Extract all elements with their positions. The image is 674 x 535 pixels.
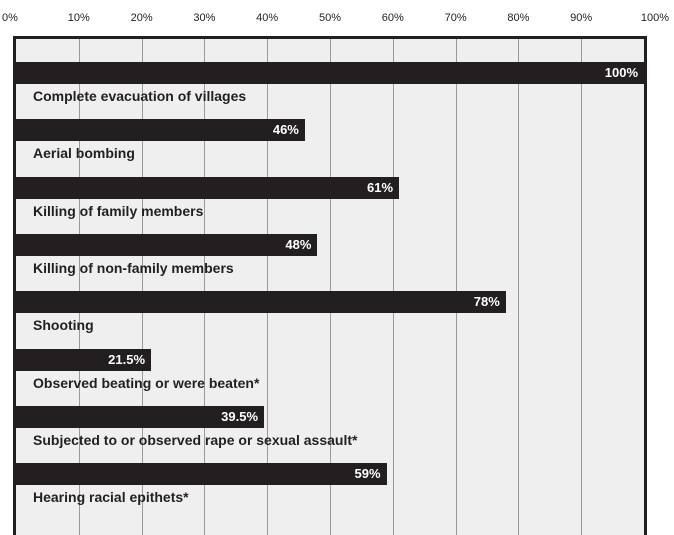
gridline: [581, 39, 583, 535]
x-tick-label: 30%: [193, 12, 216, 24]
category-label: Killing of family members: [33, 202, 204, 219]
x-tick-label: 40%: [256, 12, 279, 24]
bar-value-label: 61%: [367, 179, 394, 195]
bar-value-label: 78%: [473, 294, 500, 310]
bar: 78%: [16, 291, 506, 314]
category-label: Complete evacuation of villages: [33, 88, 247, 104]
x-tick-label: 70%: [444, 12, 467, 24]
category-label: Shooting: [33, 317, 94, 334]
gridline: [78, 39, 80, 535]
gridline: [392, 39, 394, 535]
gridline: [330, 39, 331, 535]
bar-value-label: 46%: [272, 122, 299, 138]
bar-value-label: 48%: [285, 236, 312, 252]
bar: 59%: [16, 463, 387, 486]
x-tick-label: 0%: [2, 12, 18, 24]
x-tick-label: 10%: [67, 12, 90, 24]
bar-value-label: 59%: [354, 466, 381, 482]
gridline: [518, 39, 520, 535]
bar: 61%: [16, 176, 400, 199]
category-label: Observed beating or were beaten*: [33, 374, 260, 391]
plot-area: 100% Complete evacuation of villages 46% Ae…: [13, 36, 647, 535]
bar-value-label: 21.5%: [108, 351, 146, 367]
category-label: Hearing racial epithets*: [33, 489, 189, 506]
gridline: [141, 39, 143, 535]
gridline: [455, 39, 457, 535]
x-tick-label: 90%: [570, 12, 593, 24]
x-tick-label: 20%: [130, 12, 153, 24]
category-label: Aerial bombing: [33, 145, 135, 162]
bar-value-label: 100%: [604, 65, 638, 80]
gridline: [204, 39, 206, 535]
x-tick-label: 60%: [381, 12, 404, 24]
bar: 39.5%: [16, 405, 265, 428]
category-label: Subjected to or observed rape or sexual …: [33, 431, 358, 448]
gridline: [267, 39, 269, 535]
bar: 21.5%: [16, 348, 152, 371]
category-label: Killing of non-family members: [33, 259, 234, 276]
x-tick-label: 50%: [318, 12, 342, 24]
x-tick-label: 100%: [640, 12, 670, 24]
bar-value-label: 39.5%: [221, 408, 259, 424]
bar: 46%: [16, 119, 305, 142]
x-tick-label: 80%: [507, 12, 530, 24]
bar: 48%: [16, 233, 318, 256]
bar: 100%: [16, 62, 644, 84]
